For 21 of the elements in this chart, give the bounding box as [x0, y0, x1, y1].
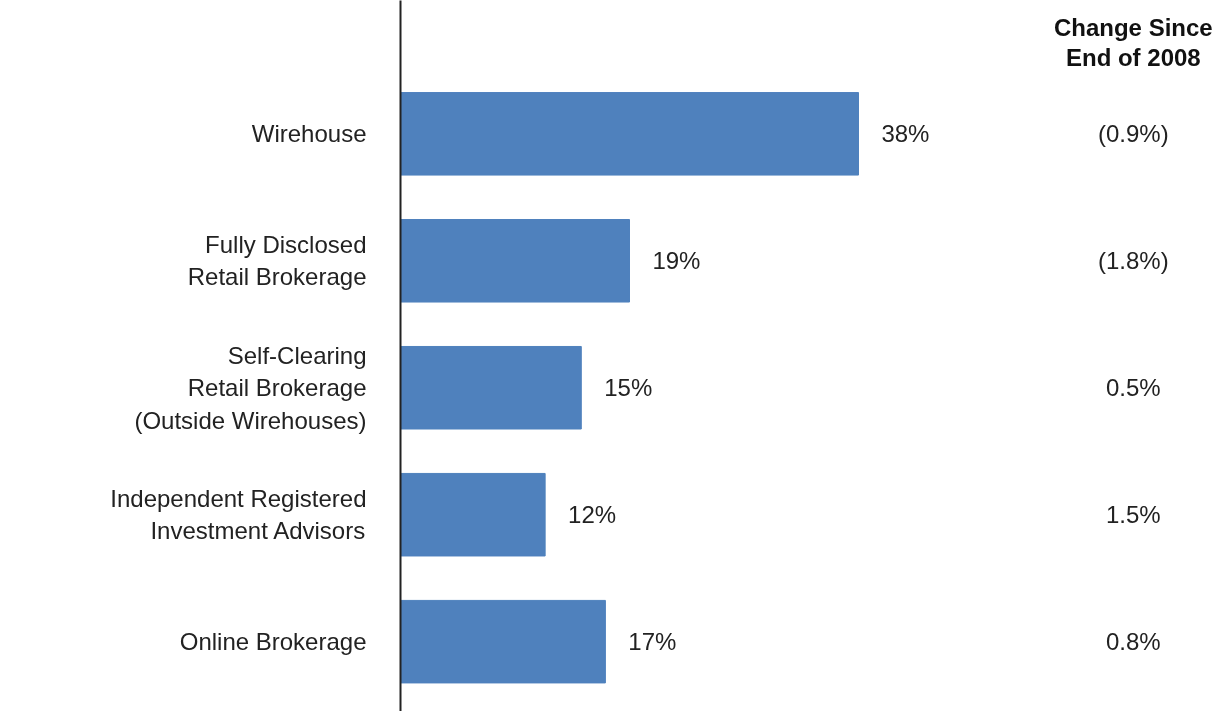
bar: [400, 599, 606, 684]
y-tick-label: Independent Registered Investment Advisors: [110, 485, 367, 545]
bar: [400, 345, 582, 430]
data-label: 15%: [604, 374, 653, 402]
bar: [400, 472, 546, 557]
text: 1.5%: [1105, 501, 1161, 529]
text: 0.5%: [1105, 374, 1161, 402]
y-tick-label: Wirehouse: [251, 120, 367, 148]
text: (1.8%): [1097, 247, 1169, 275]
data-label: 38%: [881, 120, 930, 148]
y-tick-label: Self-Clearing Retail Brokerage (Outside Wirehouses): [134, 341, 367, 434]
data-label: 17%: [628, 628, 677, 656]
bar: [400, 92, 860, 176]
y-tick-label: Online Brokerage: [179, 628, 367, 656]
y-tick-label: Fully Disclosed Retail Brokerage: [187, 231, 367, 291]
bar: [400, 219, 631, 303]
data-label: 19%: [652, 247, 701, 275]
text: (0.9%): [1097, 120, 1169, 148]
data-label: 12%: [568, 501, 617, 529]
text: 0.8%: [1105, 628, 1161, 656]
legend-title: Change Since End of 2008: [1053, 14, 1213, 71]
